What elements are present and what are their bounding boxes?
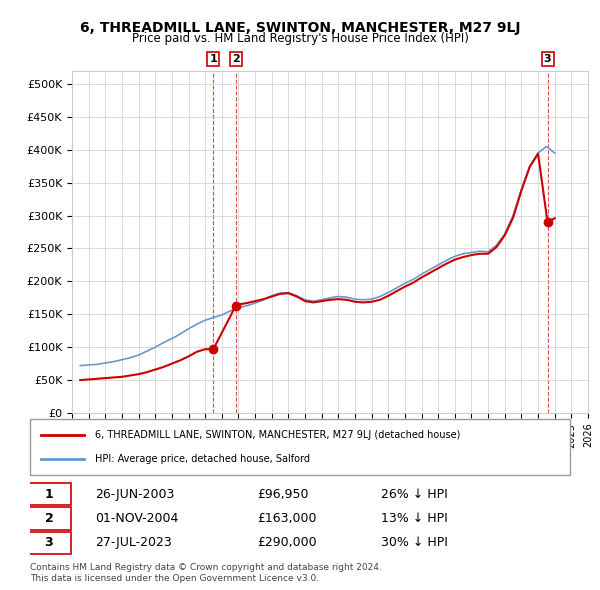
Text: 6, THREADMILL LANE, SWINTON, MANCHESTER, M27 9LJ: 6, THREADMILL LANE, SWINTON, MANCHESTER,…	[80, 21, 520, 35]
Text: 3: 3	[44, 536, 53, 549]
Text: HPI: Average price, detached house, Salford: HPI: Average price, detached house, Salf…	[95, 454, 310, 464]
Text: 2: 2	[44, 512, 53, 525]
Text: £290,000: £290,000	[257, 536, 316, 549]
Text: £96,950: £96,950	[257, 487, 308, 501]
Text: 13% ↓ HPI: 13% ↓ HPI	[381, 512, 448, 525]
FancyBboxPatch shape	[28, 532, 71, 554]
FancyBboxPatch shape	[28, 507, 71, 530]
Text: 26% ↓ HPI: 26% ↓ HPI	[381, 487, 448, 501]
Text: £163,000: £163,000	[257, 512, 316, 525]
Text: 01-NOV-2004: 01-NOV-2004	[95, 512, 178, 525]
FancyBboxPatch shape	[28, 483, 71, 505]
Text: Contains HM Land Registry data © Crown copyright and database right 2024.
This d: Contains HM Land Registry data © Crown c…	[30, 563, 382, 583]
Text: 1: 1	[209, 54, 217, 64]
Text: 1: 1	[44, 487, 53, 501]
Text: 6, THREADMILL LANE, SWINTON, MANCHESTER, M27 9LJ (detached house): 6, THREADMILL LANE, SWINTON, MANCHESTER,…	[95, 430, 460, 440]
Text: 30% ↓ HPI: 30% ↓ HPI	[381, 536, 448, 549]
FancyBboxPatch shape	[30, 419, 570, 475]
Text: 2: 2	[232, 54, 239, 64]
Text: 26-JUN-2003: 26-JUN-2003	[95, 487, 174, 501]
Text: 3: 3	[544, 54, 551, 64]
Text: Price paid vs. HM Land Registry's House Price Index (HPI): Price paid vs. HM Land Registry's House …	[131, 32, 469, 45]
Text: 27-JUL-2023: 27-JUL-2023	[95, 536, 172, 549]
